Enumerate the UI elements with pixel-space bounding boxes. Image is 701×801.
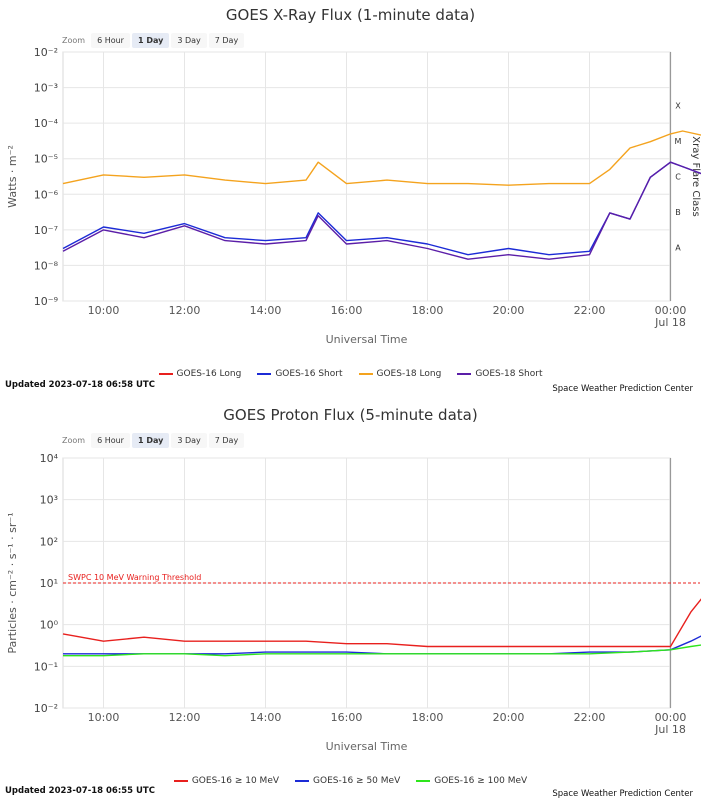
- legend-label: GOES-16 Short: [275, 369, 343, 379]
- y-tick-label: 10⁻⁴: [34, 117, 59, 130]
- legend-goes18-short[interactable]: GOES-18 Short: [457, 369, 542, 379]
- series-line: [62, 130, 701, 186]
- x-tick-label: 14:00: [250, 304, 282, 317]
- xray-panel: GOES X-Ray Flux (1-minute data) Zoom 6 H…: [0, 0, 701, 400]
- y-tick-label: 10⁻⁹: [34, 295, 58, 308]
- xray-zoom-bar: Zoom 6 Hour 1 Day 3 Day 7 Day: [62, 33, 246, 48]
- y-axis-title: Particles · cm⁻² · s⁻¹ · sr⁻¹: [6, 512, 19, 653]
- x-tick-label: 20:00: [493, 711, 525, 724]
- legend-goes16-10mev[interactable]: GOES-16 ≥ 10 MeV: [173, 776, 280, 786]
- x-tick-label: 18:00: [412, 304, 444, 317]
- y2-axis-title: Xray Flare Class: [690, 136, 701, 216]
- legend-goes18-long[interactable]: GOES-18 Long: [358, 369, 442, 379]
- x-tick-label: 20:00: [493, 304, 525, 317]
- y-tick-label: 10⁻⁵: [34, 153, 58, 166]
- x-axis-title: Universal Time: [326, 740, 408, 753]
- series-line: [62, 161, 701, 260]
- proton-zoom-label: Zoom: [62, 436, 86, 445]
- x-tick-label: 18:00: [412, 711, 444, 724]
- legend-label: GOES-16 ≥ 100 MeV: [434, 776, 528, 786]
- series-line: [63, 644, 701, 657]
- y-tick-label: 10⁻⁸: [34, 259, 59, 272]
- x-axis-title: Universal Time: [326, 333, 408, 346]
- x-tick-label: 10:00: [88, 711, 120, 724]
- flare-class-label: C: [675, 173, 681, 182]
- y-axis-title: Watts · m⁻²: [6, 145, 19, 208]
- y-tick-label: 10¹: [40, 577, 58, 590]
- x-tick-label: 10:00: [88, 304, 120, 317]
- flare-class-label: M: [675, 137, 682, 146]
- x-date-label: Jul 18: [654, 723, 686, 736]
- x-tick-label: 14:00: [250, 711, 282, 724]
- y-tick-label: 10⁰: [40, 619, 59, 632]
- proton-chart-title: GOES Proton Flux (5-minute data): [223, 406, 478, 424]
- legend-swatch: [358, 373, 373, 375]
- proton-credit: Space Weather Prediction Center: [552, 789, 693, 799]
- xray-legend: GOES-16 Long GOES-16 Short GOES-18 Long …: [0, 369, 701, 379]
- legend-swatch: [416, 780, 431, 782]
- x-tick-label: 00:00: [655, 304, 687, 317]
- y-tick-label: 10⁻⁶: [34, 188, 59, 201]
- legend-label: GOES-16 ≥ 50 MeV: [313, 776, 401, 786]
- xray-chart-plot: 10:00 12:00 14:00 16:00 18:00 20:00 22:00 00:00…: [6, 46, 701, 346]
- legend-swatch: [158, 373, 173, 375]
- proton-zoom-7day-button[interactable]: 7 Day: [208, 433, 245, 448]
- xray-updated-timestamp: Updated 2023-07-18 06:58 UTC: [5, 380, 155, 390]
- xray-chart-title: GOES X-Ray Flux (1-minute data): [225, 6, 476, 24]
- xray-zoom-1day-button[interactable]: 1 Day: [131, 33, 170, 48]
- y-tick-label: 10⁴: [40, 452, 59, 465]
- proton-zoom-6hour-button[interactable]: 6 Hour: [91, 433, 130, 448]
- x-tick-label: 22:00: [574, 711, 606, 724]
- legend-swatch: [173, 780, 188, 782]
- proton-zoom-1day-button[interactable]: 1 Day: [131, 433, 170, 448]
- legend-goes16-short[interactable]: GOES-16 Short: [257, 369, 343, 379]
- x-tick-label: 22:00: [574, 304, 606, 317]
- x-tick-label: 12:00: [169, 711, 201, 724]
- xray-credit: Space Weather Prediction Center: [552, 384, 693, 394]
- threshold-label: SWPC 10 MeV Warning Threshold: [68, 573, 201, 582]
- flare-class-label: X: [675, 101, 681, 110]
- y-tick-label: 10⁻³: [34, 82, 58, 95]
- legend-label: GOES-16 Long: [176, 369, 242, 379]
- xray-zoom-7day-button[interactable]: 7 Day: [208, 33, 245, 48]
- proton-chart-plot: 10:00 12:00 14:00 16:00 18:00 20:00 22:00 00:00…: [6, 452, 701, 753]
- xray-zoom-label: Zoom: [62, 36, 86, 45]
- x-tick-label: 00:00: [655, 711, 687, 724]
- proton-zoom-bar: Zoom 6 Hour 1 Day 3 Day 7 Day: [62, 433, 246, 448]
- legend-swatch: [295, 780, 310, 782]
- y-tick-label: 10⁻¹: [34, 660, 58, 673]
- proton-updated-timestamp: Updated 2023-07-18 06:55 UTC: [5, 786, 155, 796]
- proton-zoom-3day-button[interactable]: 3 Day: [171, 433, 207, 448]
- legend-goes16-100mev[interactable]: GOES-16 ≥ 100 MeV: [416, 776, 527, 786]
- x-date-label: Jul 18: [654, 316, 686, 329]
- y-tick-label: 10²: [40, 535, 58, 548]
- y-tick-label: 10⁻²: [34, 702, 58, 715]
- x-tick-label: 12:00: [169, 304, 201, 317]
- legend-swatch: [257, 373, 272, 375]
- xray-zoom-3day-button[interactable]: 3 Day: [171, 33, 207, 48]
- legend-label: GOES-18 Short: [475, 369, 543, 379]
- series-line: [62, 598, 701, 648]
- legend-swatch: [457, 373, 472, 375]
- proton-panel: GOES Proton Flux (5-minute data) Zoom 6 …: [0, 400, 701, 801]
- proton-legend: GOES-16 ≥ 10 MeV GOES-16 ≥ 50 MeV GOES-1…: [0, 776, 701, 786]
- legend-label: GOES-16 ≥ 10 MeV: [191, 776, 280, 786]
- legend-label: GOES-18 Long: [376, 369, 442, 379]
- xray-zoom-6hour-button[interactable]: 6 Hour: [91, 33, 130, 48]
- y-tick-label: 10⁻⁷: [34, 224, 58, 237]
- y-tick-label: 10⁻²: [34, 46, 58, 59]
- y-tick-label: 10³: [40, 494, 58, 507]
- legend-goes16-50mev[interactable]: GOES-16 ≥ 50 MeV: [295, 776, 400, 786]
- x-tick-label: 16:00: [331, 711, 363, 724]
- x-tick-label: 16:00: [331, 304, 363, 317]
- legend-goes16-long[interactable]: GOES-16 Long: [158, 369, 242, 379]
- flare-class-label: A: [675, 244, 681, 253]
- flare-class-label: B: [675, 208, 681, 217]
